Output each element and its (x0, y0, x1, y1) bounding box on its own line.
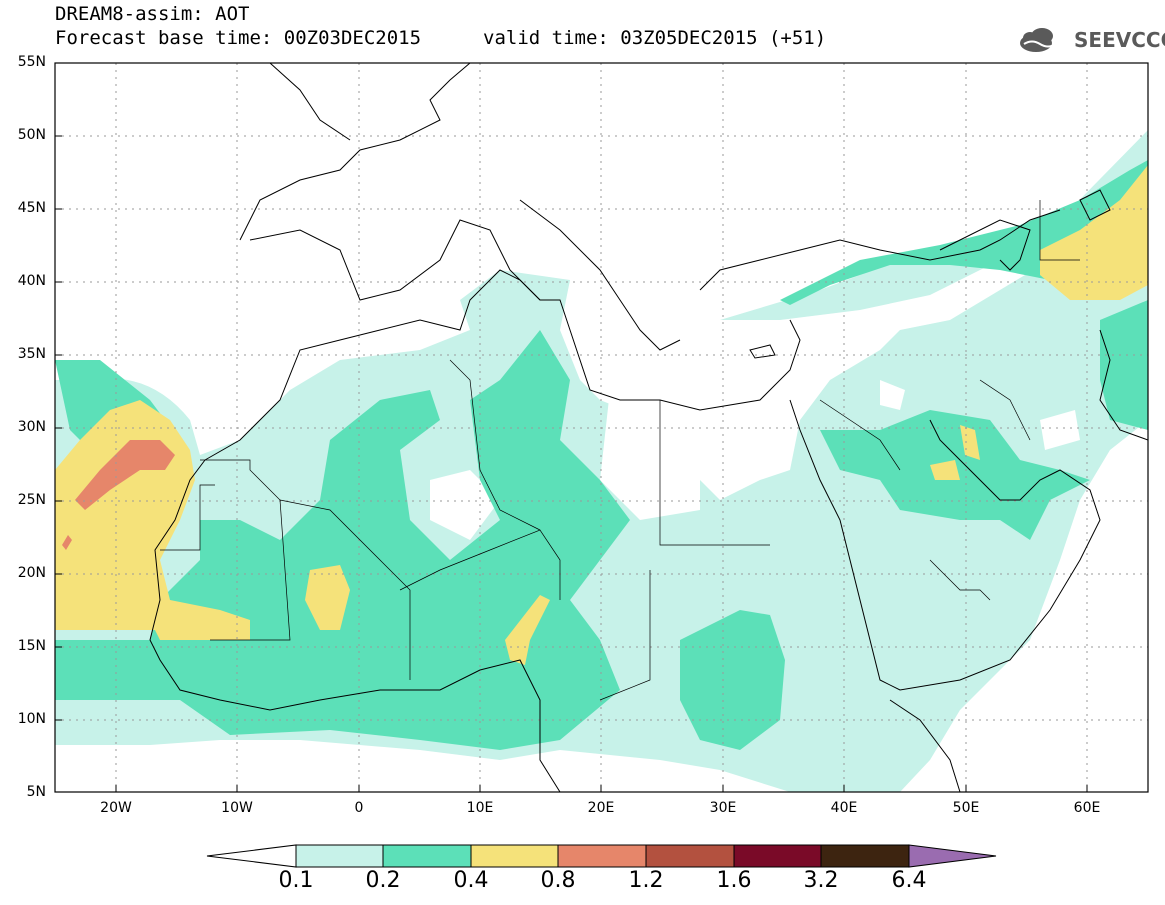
aot-level-0.2-region (680, 610, 785, 750)
aot-level-0.2-region (55, 330, 630, 750)
colorbar-swatch-1.2 (645, 844, 735, 868)
colorbar-label: 1.6 (716, 868, 752, 893)
lat-label: 20N (17, 565, 46, 581)
cloud-logo-icon (1020, 28, 1057, 52)
colorbar-label: 6.4 (891, 868, 927, 893)
lat-label: 25N (17, 492, 46, 508)
aot-level-0.4-region (930, 460, 960, 480)
colorbar-label: 0.4 (453, 868, 489, 893)
colorbar-label: 1.2 (628, 868, 664, 893)
lat-label: 10N (17, 711, 46, 727)
aot-level-0.4-region (55, 400, 250, 640)
colorbar-swatch-0.1 (295, 844, 384, 868)
colorbar-swatch-3.2 (820, 844, 910, 868)
colorbar-label: 0.8 (540, 868, 576, 893)
colorbar-swatch-0.8 (557, 844, 647, 868)
lon-label: 0 (354, 800, 364, 816)
aot-level-0.4-region (305, 565, 350, 630)
colorbar-label: 0.1 (278, 868, 314, 893)
colorbar-swatch-1.6 (733, 844, 822, 868)
lat-label: 15N (17, 638, 46, 654)
colorbar-under-triangle (206, 844, 297, 868)
colorbar-label: 3.2 (803, 868, 839, 893)
lat-label: 5N (26, 784, 46, 800)
country-borders (160, 200, 1080, 701)
valid-time: valid time: 03Z05DEC2015 (+51) (483, 27, 827, 49)
lon-label: 10W (221, 800, 253, 816)
lat-label: 55N (17, 54, 46, 70)
aot-level-0.4-region (505, 595, 550, 665)
aot-level-0.8-region (75, 440, 175, 510)
forecast-base-time: Forecast base time: 00Z03DEC2015 (55, 27, 422, 49)
logo-text: SEEVCCC (1074, 28, 1165, 52)
lon-label: 10E (466, 800, 494, 816)
lat-lon-grid (55, 63, 1148, 792)
aot-level-0.2-region (1100, 300, 1148, 430)
coastlines-borders (149, 63, 1148, 792)
colorbar-swatch-0.2 (382, 844, 472, 868)
colorbar (206, 844, 997, 868)
aot-fields (55, 130, 1148, 792)
colorbar-swatch-0.4 (470, 844, 559, 868)
lon-label: 30E (709, 800, 737, 816)
aot-level-0.4-region (960, 425, 980, 460)
colorbar-label: 0.2 (365, 868, 401, 893)
aot-level-0.8-region (62, 535, 72, 550)
lat-label: 30N (17, 419, 46, 435)
lat-label: 35N (17, 346, 46, 362)
lat-label: 40N (17, 273, 46, 289)
seevccc-logo (1020, 28, 1057, 52)
lon-label: 20E (587, 800, 615, 816)
lon-label: 60E (1073, 800, 1101, 816)
lon-label: 50E (952, 800, 980, 816)
axis-ticks (55, 62, 1088, 792)
lon-label: 20W (100, 800, 132, 816)
colorbar-over-triangle (908, 844, 997, 868)
lat-label: 45N (17, 200, 46, 216)
lat-label: 50N (17, 127, 46, 143)
lon-label: 40E (830, 800, 858, 816)
aot-level-0.4-region (1040, 165, 1148, 300)
map-title: DREAM8-assim: AOT (55, 3, 250, 25)
